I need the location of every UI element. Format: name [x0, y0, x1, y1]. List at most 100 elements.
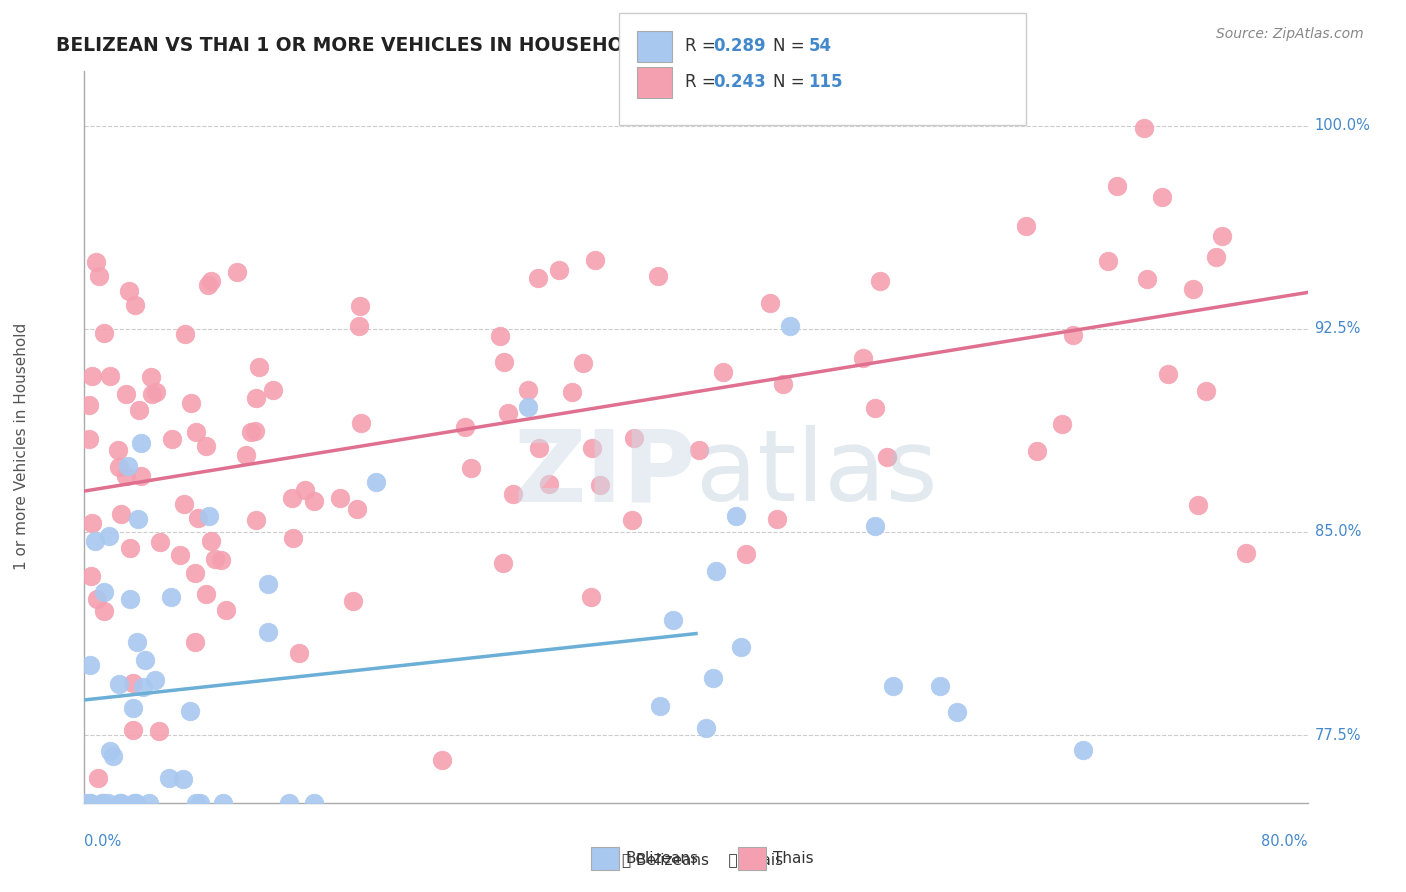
Point [249, 359, 271, 374]
Point [502, 487, 524, 501]
Point [662, 613, 685, 627]
Point [108, 459, 131, 474]
Point [548, 263, 571, 277]
Point [256, 624, 278, 639]
Point [198, 509, 221, 524]
Point [138, 796, 160, 810]
Text: 1 or more Vehicles in Household: 1 or more Vehicles in Household [14, 322, 28, 570]
Point [623, 431, 645, 445]
Text: 0.289: 0.289 [713, 37, 765, 55]
Point [647, 268, 669, 283]
Point [489, 329, 512, 343]
Point [121, 700, 143, 714]
Text: 92.5%: 92.5% [1315, 321, 1361, 336]
Text: 0.0%: 0.0% [84, 834, 121, 849]
Point [127, 635, 149, 649]
Point [704, 564, 727, 578]
Point [122, 676, 145, 690]
Point [97, 796, 120, 810]
Point [945, 705, 967, 719]
Point [1135, 272, 1157, 286]
Point [621, 513, 644, 527]
Point [759, 296, 782, 310]
Point [129, 436, 152, 450]
Point [186, 796, 208, 810]
Point [186, 510, 208, 524]
Point [496, 406, 519, 420]
Point [278, 796, 301, 810]
Point [581, 441, 603, 455]
Point [179, 704, 201, 718]
Point [86, 592, 108, 607]
Point [527, 271, 550, 285]
Point [725, 509, 748, 524]
Point [157, 771, 180, 785]
Point [200, 534, 222, 549]
Point [79, 658, 101, 673]
Point [517, 383, 540, 397]
Point [118, 284, 141, 298]
Point [98, 744, 121, 758]
Point [200, 274, 222, 288]
Text: Belizeans: Belizeans [626, 851, 699, 865]
Point [82, 516, 104, 530]
Point [225, 265, 247, 279]
Point [931, 91, 953, 105]
Point [1026, 443, 1049, 458]
Point [212, 796, 235, 810]
Text: 100.0%: 100.0% [1315, 118, 1371, 133]
Point [134, 653, 156, 667]
Point [583, 253, 606, 268]
Point [702, 671, 724, 685]
Point [1195, 384, 1218, 399]
Point [162, 432, 184, 446]
Point [240, 425, 263, 439]
Text: Source: ZipAtlas.com: Source: ZipAtlas.com [1216, 27, 1364, 41]
Point [79, 796, 101, 810]
Point [160, 591, 183, 605]
Point [129, 468, 152, 483]
Point [346, 501, 368, 516]
Point [90, 796, 112, 810]
Point [288, 646, 311, 660]
Point [735, 547, 758, 561]
Point [561, 385, 583, 400]
Point [118, 541, 141, 556]
Point [342, 594, 364, 608]
Point [779, 318, 801, 333]
Text: Thais: Thais [773, 851, 814, 865]
Point [492, 355, 515, 369]
Point [430, 753, 453, 767]
Point [302, 796, 325, 810]
Point [180, 396, 202, 410]
Text: R =: R = [685, 73, 721, 91]
Point [350, 416, 373, 430]
Point [711, 366, 734, 380]
Text: 115: 115 [808, 73, 844, 91]
Point [235, 448, 257, 462]
Point [1133, 120, 1156, 135]
Point [882, 679, 904, 693]
Point [183, 635, 205, 649]
Text: 77.5%: 77.5% [1315, 728, 1361, 742]
Text: ⬛ Belizeans    ⬛ Thais: ⬛ Belizeans ⬛ Thais [623, 852, 783, 867]
Point [257, 576, 280, 591]
Point [75, 796, 97, 810]
Point [214, 603, 236, 617]
Point [127, 512, 149, 526]
Point [184, 425, 207, 439]
Point [98, 528, 121, 542]
Point [245, 392, 267, 406]
Point [128, 403, 150, 417]
Point [84, 255, 107, 269]
Point [329, 491, 352, 505]
Text: ZIP: ZIP [513, 425, 696, 522]
Point [581, 591, 603, 605]
Point [125, 796, 148, 810]
Point [108, 796, 131, 810]
Point [929, 680, 952, 694]
Point [115, 386, 138, 401]
Point [141, 387, 163, 401]
Point [184, 566, 207, 580]
Point [695, 721, 717, 735]
